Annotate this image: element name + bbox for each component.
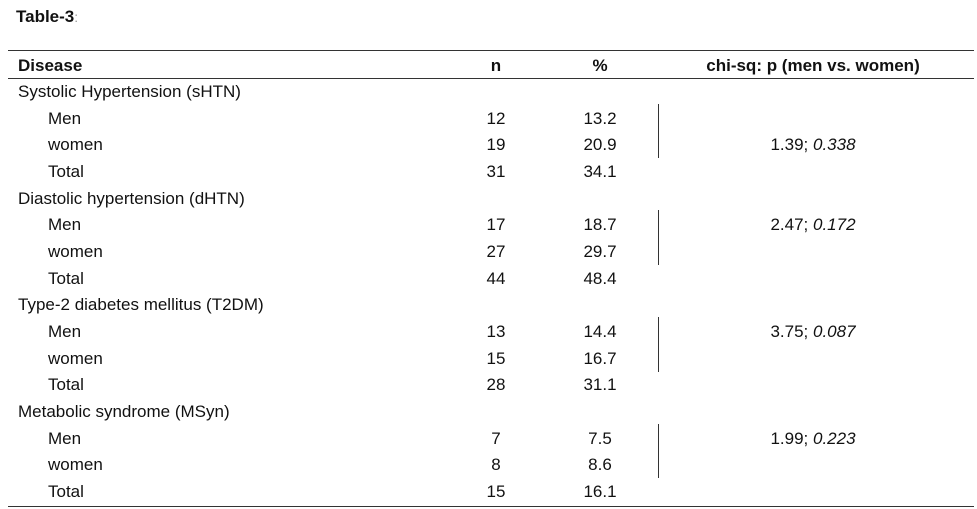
- header-cell: n: [490, 56, 502, 75]
- title-text: Table-3: [16, 7, 75, 26]
- n-cell: 27: [486, 242, 506, 262]
- title-suffix: :: [74, 9, 79, 25]
- pct-cell: 29.7: [583, 242, 617, 262]
- n-cell: 15: [486, 348, 506, 368]
- pct-cell: 16.1: [583, 482, 617, 502]
- n-cell: 8: [491, 455, 501, 475]
- chi-cell: 1.99; 0.223: [770, 429, 855, 449]
- p-value: 0.223: [813, 428, 856, 448]
- n-cell: 31: [486, 162, 506, 181]
- chi-stat: 2.47;: [770, 215, 809, 235]
- group-name: Metabolic syndrome (MSyn): [18, 402, 230, 422]
- divider: [658, 210, 659, 265]
- n-cell: 17: [486, 215, 506, 235]
- row-label: women: [48, 135, 103, 155]
- pct-cell: 20.9: [583, 135, 617, 155]
- chi-cell: 1.39; 0.338: [770, 135, 855, 155]
- p-value: 0.338: [813, 135, 856, 155]
- pct-cell: 48.4: [583, 268, 617, 288]
- n-cell: 28: [486, 375, 506, 395]
- n-cell: 13: [486, 322, 506, 342]
- pct-cell: 14.4: [583, 322, 617, 342]
- n-cell: 44: [486, 268, 506, 288]
- chi-cell: 3.75; 0.087: [770, 322, 855, 342]
- row-label: Men: [48, 215, 82, 235]
- row-label: Total: [48, 162, 84, 181]
- row-label: Men: [48, 322, 82, 342]
- n-cell: 12: [486, 108, 506, 128]
- top-rule: [8, 50, 974, 51]
- p-value: 0.087: [813, 322, 856, 342]
- group-name: Type-2 diabetes mellitus (T2DM): [18, 295, 264, 315]
- p-value: 0.172: [813, 215, 856, 235]
- pct-cell: 18.7: [583, 215, 617, 235]
- n-cell: 15: [486, 482, 506, 502]
- header-rule: [8, 78, 974, 79]
- row-label: Total: [48, 268, 84, 288]
- header-cell: Disease: [18, 56, 83, 75]
- divider: [658, 103, 659, 159]
- row-label: Men: [48, 428, 82, 448]
- n-cell: 19: [486, 135, 506, 155]
- chi-cell: 2.47; 0.172: [770, 215, 855, 235]
- row-label: Total: [48, 375, 84, 395]
- chi-stat: 3.75;: [770, 322, 809, 342]
- group-name: Diastolic hypertension (dHTN): [18, 188, 245, 208]
- header-cell: chi-sq: p (men vs. women): [706, 56, 920, 75]
- header-cell: %: [592, 56, 608, 75]
- pct-cell: 16.7: [583, 348, 617, 368]
- table-title: Table-3:: [16, 7, 78, 27]
- row-label: Total: [48, 482, 84, 502]
- pct-cell: 13.2: [583, 108, 617, 128]
- row-label: women: [48, 242, 103, 262]
- chi-stat: 1.39;: [770, 135, 809, 155]
- pct-cell: 34.1: [583, 162, 617, 181]
- row-label: women: [48, 348, 103, 368]
- row-label: women: [48, 455, 103, 475]
- divider: [658, 423, 659, 479]
- pct-cell: 8.6: [588, 455, 612, 475]
- divider: [658, 317, 659, 372]
- row-label: Men: [48, 108, 82, 128]
- pct-cell: 7.5: [588, 428, 612, 448]
- n-cell: 7: [491, 428, 501, 448]
- chi-stat: 1.99;: [770, 428, 809, 448]
- bottom-rule: [8, 506, 974, 507]
- pct-cell: 31.1: [583, 375, 617, 395]
- group-name: Systolic Hypertension (sHTN): [18, 82, 241, 101]
